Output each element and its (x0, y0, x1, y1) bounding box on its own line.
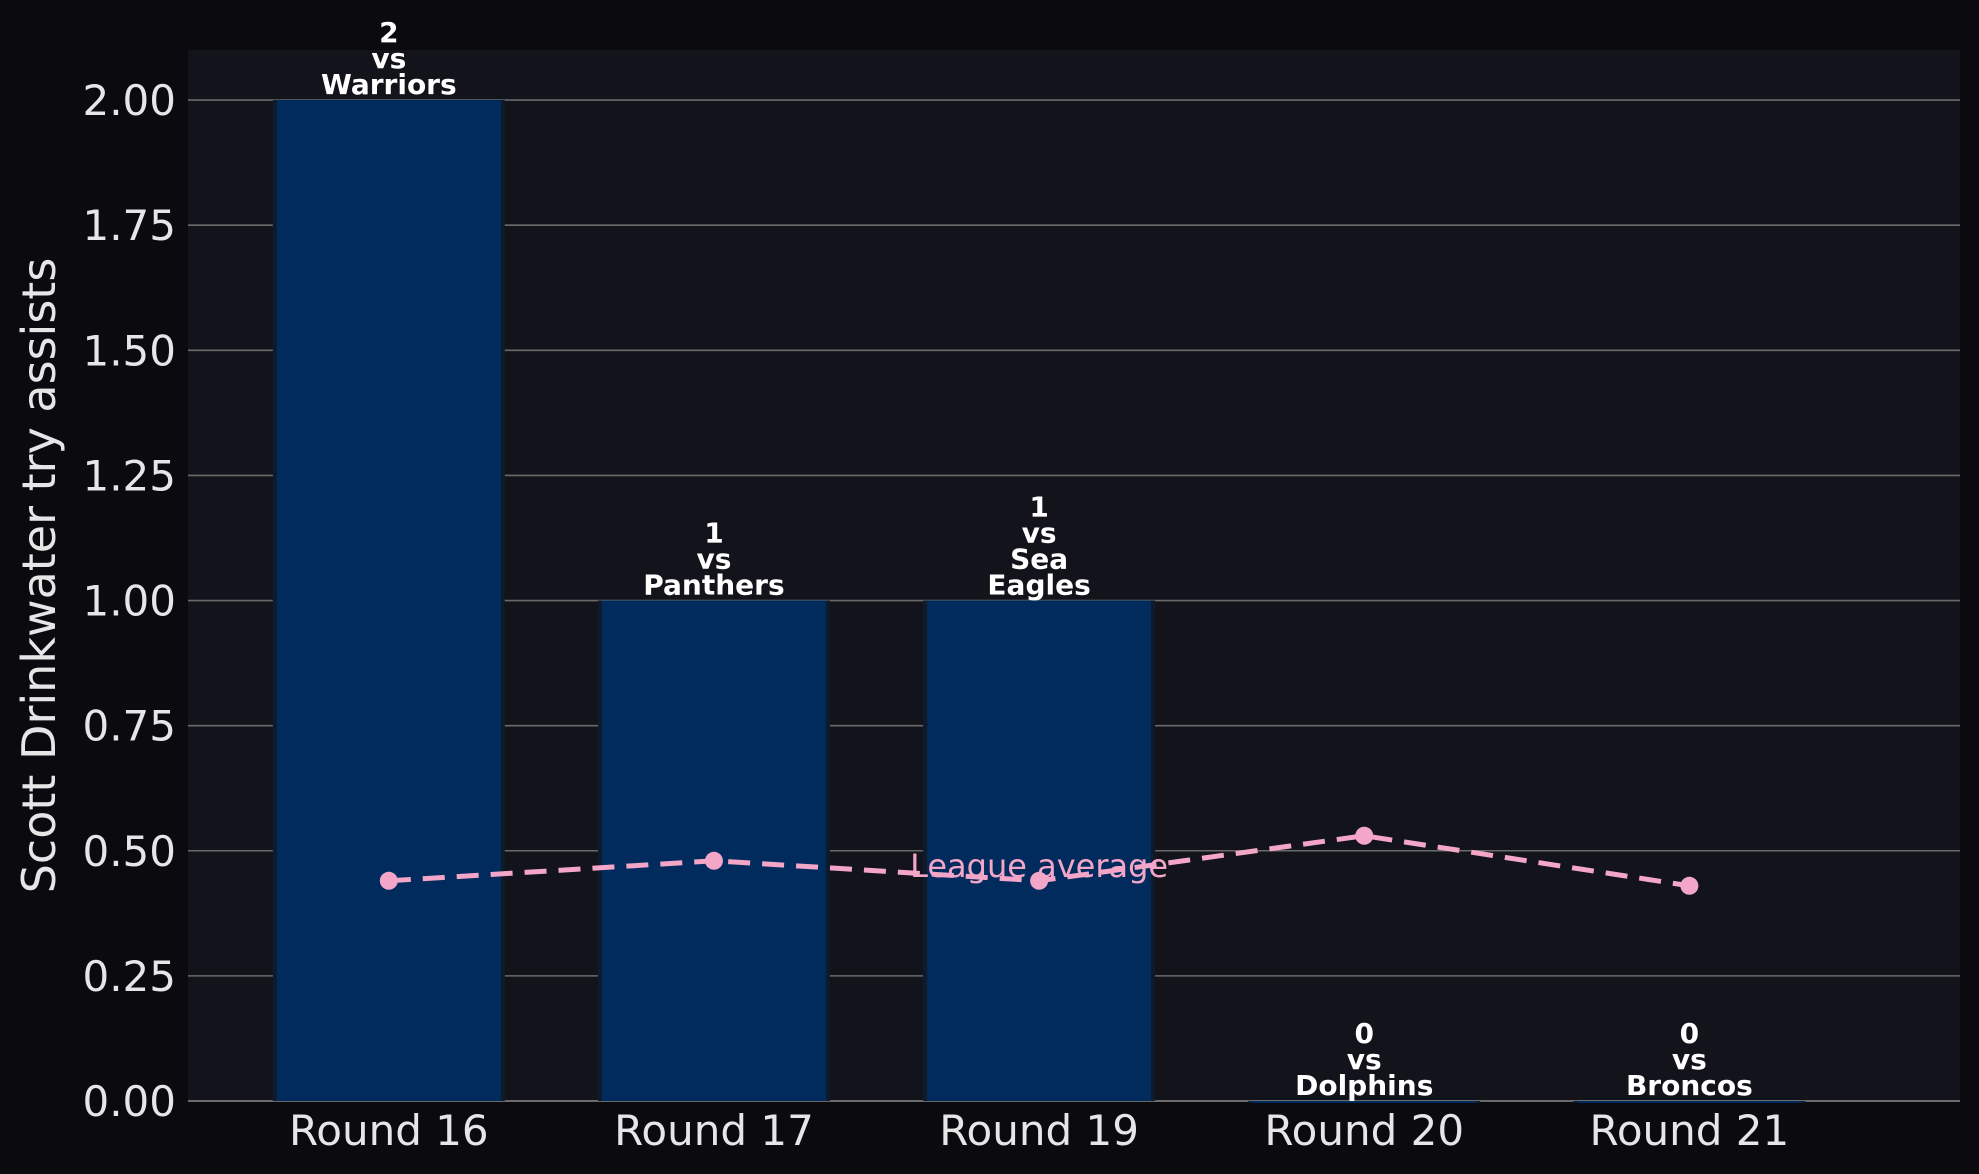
league-average-point (1680, 876, 1699, 895)
bar-data-label: 2 (379, 16, 398, 49)
league-average-series: League average (379, 826, 1699, 895)
y-tick-label: 1.75 (82, 201, 176, 250)
bar-labels: 2vsWarriors1vsPanthers1vsSeaEagles0vsDol… (321, 16, 1753, 1102)
x-tick-label: Round 19 (939, 1106, 1139, 1155)
bar-data-label: 1 (704, 517, 723, 550)
bar-data-label: vs (1672, 1043, 1707, 1076)
y-tick-label: 0.25 (82, 952, 176, 1001)
y-tick-label: 1.00 (82, 577, 176, 626)
league-average-point (379, 871, 398, 890)
bar (1577, 1101, 1802, 1103)
bar-data-label: 1 (1029, 491, 1048, 524)
y-tick-label: 1.50 (82, 326, 176, 375)
bar-data-label: 0 (1680, 1017, 1699, 1050)
bar (601, 600, 826, 1101)
bars (272, 100, 1806, 1103)
bar-data-label: Panthers (643, 569, 784, 602)
league-average-point (1030, 871, 1049, 890)
bar-data-label: Sea (1010, 543, 1068, 576)
y-axis-label: Scott Drinkwater try assists (12, 258, 66, 894)
bar (927, 600, 1152, 1101)
y-tick-label: 0.50 (82, 827, 176, 876)
x-axis-ticks: Round 16 Round 17 Round 19 Round 20 Round 21 (289, 1106, 1789, 1155)
bar-data-label: Broncos (1626, 1069, 1753, 1102)
bar (1252, 1101, 1477, 1103)
y-tick-label: 0.75 (82, 702, 176, 751)
x-tick-label: Round 16 (289, 1106, 489, 1155)
league-average-label: League average (910, 847, 1168, 885)
bar-data-label: Dolphins (1295, 1069, 1433, 1102)
league-average-point (704, 851, 723, 870)
x-tick-label: Round 20 (1264, 1106, 1464, 1155)
x-tick-label: Round 21 (1590, 1106, 1790, 1155)
bar-data-label: Eagles (987, 569, 1090, 602)
y-tick-label: 1.25 (82, 451, 176, 500)
bar-data-label: vs (697, 543, 732, 576)
bar (276, 100, 501, 1102)
x-tick-label: Round 17 (614, 1106, 814, 1155)
y-tick-label: 2.00 (82, 76, 176, 125)
bar-data-label: vs (371, 42, 406, 75)
y-axis-ticks: 0.00 0.25 0.50 0.75 1.00 1.25 1.50 1.75 2.00 (82, 76, 176, 1126)
bar-data-label: 0 (1354, 1017, 1373, 1050)
bar-data-label: vs (1347, 1043, 1382, 1076)
league-average-point (1355, 826, 1374, 845)
bar-data-label: vs (1022, 517, 1057, 550)
y-tick-label: 0.00 (82, 1077, 176, 1126)
bar-data-label: Warriors (321, 68, 457, 101)
